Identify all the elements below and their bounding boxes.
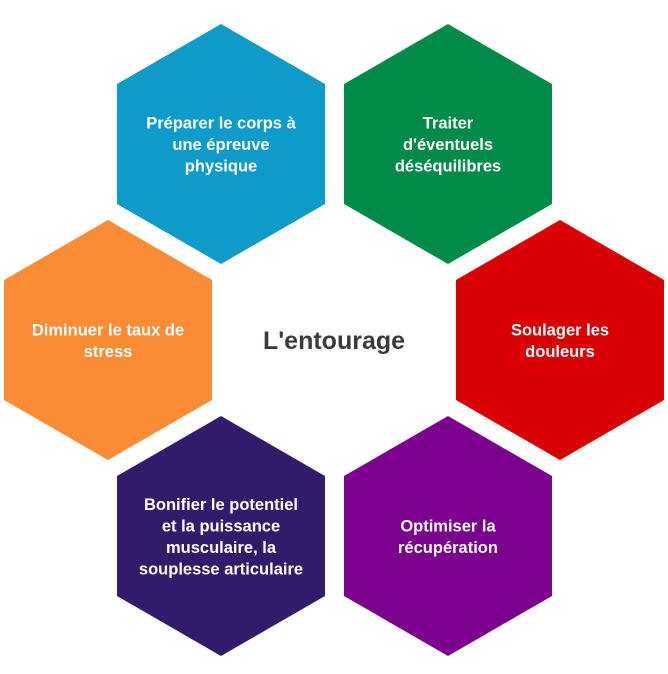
hexagon-label-line: souplesse articulaire [139,560,303,578]
hexagon-label-optimiser: Optimiser la récupération [398,517,498,557]
hexagon-label-line: douleurs [525,343,595,361]
hexagon-label-line: musculaire, la [166,539,277,557]
hexagon-diminuer [4,220,212,460]
hexagon-label-preparer: Préparer le corps à une épreuve physique [146,115,296,176]
hexagon-label-line: déséquilibres [395,158,501,176]
hexagon-optimiser [344,416,552,656]
hexagon-label-line: Soulager les [511,321,609,339]
hexagon-label-line: et la puissance [162,517,280,535]
hexagon-label-line: stress [84,343,133,361]
hexagon-label-traiter: Traiter d'éventuels déséquilibres [395,115,501,176]
hexagon-label-line: Bonifier le potentiel [144,496,298,514]
hexagon-bonifier [117,416,325,656]
hexagon-preparer [117,24,325,264]
hexagon-label-line: d'éventuels [403,136,493,154]
hexagon-label-line: récupération [398,539,498,557]
center-label: L'entourage [263,327,405,355]
hexagon-label-line: Optimiser la [400,517,496,535]
hexagon-label-line: physique [185,158,257,176]
hexagon-label-bonifier: Bonifier le potentiel et la puissance musc… [139,496,303,579]
hexagon-label-line: une épreuve [172,136,269,154]
hexagon-traiter [344,24,552,264]
hexagon-label-line: Préparer le corps à [146,115,296,133]
hexagon-label-diminuer: Diminuer le taux de stress [32,321,184,361]
hexagon-label-line: Diminuer le taux de [32,321,184,339]
hexagon-soulager [456,220,664,460]
hexagon-label-line: Traiter [423,115,474,133]
hexagon-label-soulager: Soulager les douleurs [511,321,609,361]
